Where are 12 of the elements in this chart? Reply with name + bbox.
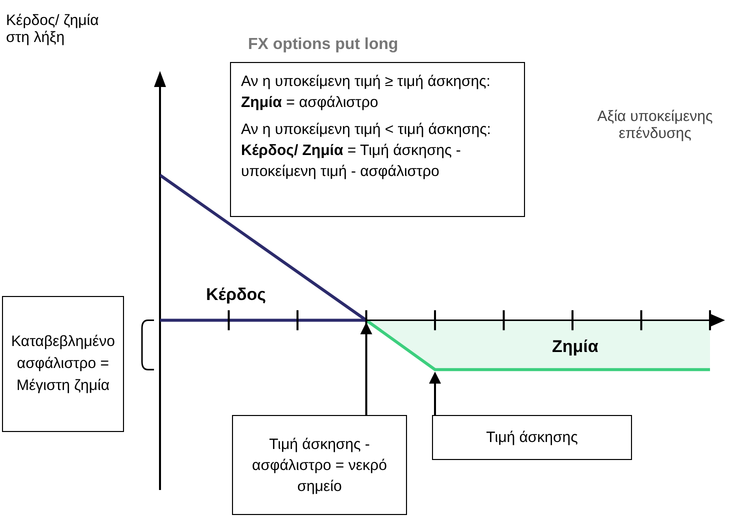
- chart-title: FX options put long: [248, 36, 398, 53]
- text: Καταβεβλημένο ασφάλιστρο = Μέγιστη ζημία: [10, 332, 116, 396]
- annotation: Κέρδος: [206, 285, 266, 304]
- text: Αν η υποκείμενη τιμή ≥ τιμή άσκησης:: [241, 73, 490, 90]
- annotation: Ζημία: [552, 337, 598, 356]
- text: Ζημία = ασφάλιστρο: [241, 94, 378, 111]
- text: Τιμή άσκησης - ασφάλιστρο = νεκρό σημείο: [251, 434, 388, 496]
- annotation: Κέρδος/ Ζημία = Τιμή άσκησης - υποκείμενη τιμή - ασφάλιστρο: [241, 142, 461, 180]
- x-axis-title: Αξία υποκείμενης επένδυσης: [597, 108, 713, 142]
- text: Κέρδος/ ζημία στη λήξη: [6, 12, 99, 46]
- text: Αν η υποκείμενη τιμή < τιμή άσκησης:: [241, 121, 491, 138]
- text: Τιμή άσκησης: [486, 429, 578, 446]
